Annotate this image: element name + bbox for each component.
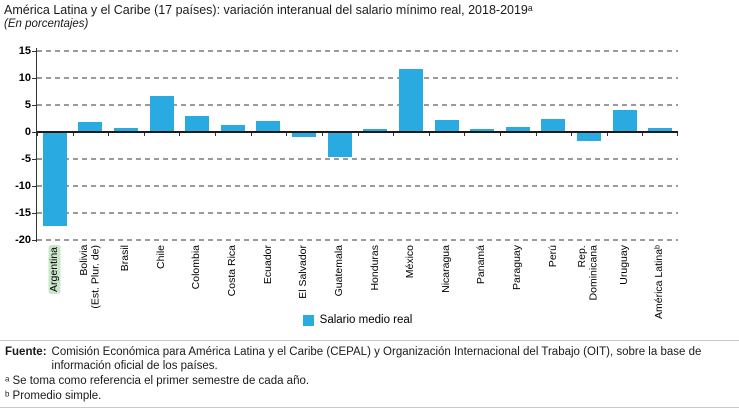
bar xyxy=(220,125,245,131)
bar xyxy=(327,133,352,158)
y-axis-tick xyxy=(32,131,37,133)
source-label: Fuente: xyxy=(5,346,47,358)
x-axis-label: América Latinaᵇ xyxy=(653,245,666,319)
x-axis-tick xyxy=(464,133,466,136)
y-axis-tick-label: 5 xyxy=(24,99,31,111)
x-axis-label: Honduras xyxy=(368,245,381,291)
x-axis-label: Perú xyxy=(546,245,559,268)
gridline xyxy=(37,77,678,79)
x-axis-label: El Salvador xyxy=(297,245,310,299)
gridline xyxy=(37,104,678,106)
bottom-border-line xyxy=(0,407,739,408)
x-axis-tick xyxy=(606,133,608,136)
y-axis-tick-label: 10 xyxy=(18,72,31,84)
figure-subtitle: (En porcentajes) xyxy=(4,18,89,30)
x-axis-label: Nicaragua xyxy=(439,245,452,293)
y-axis-tick xyxy=(32,77,37,79)
x-axis-tick xyxy=(321,133,323,136)
bar xyxy=(576,133,601,142)
bar xyxy=(78,122,103,131)
x-axis-tick xyxy=(393,133,395,136)
y-axis-tick xyxy=(32,239,37,241)
y-axis-tick-label: -10 xyxy=(15,180,31,192)
x-axis-tick xyxy=(357,133,359,136)
bar xyxy=(505,127,530,131)
x-axis-tick xyxy=(677,133,678,136)
bar xyxy=(292,133,317,137)
x-axis-label: México xyxy=(404,245,417,279)
legend: Salario medio real xyxy=(37,313,678,327)
bar xyxy=(114,128,139,131)
bar xyxy=(42,133,67,227)
x-axis-label: Guatemala xyxy=(332,245,345,297)
x-axis-line xyxy=(37,131,678,133)
y-axis-tick-label: -5 xyxy=(21,153,31,165)
bar xyxy=(363,129,388,131)
x-axis-label: Uruguay xyxy=(617,245,630,285)
x-axis-label: Chile xyxy=(154,245,167,269)
x-axis-tick xyxy=(250,133,252,136)
x-axis-tick xyxy=(571,133,573,136)
y-axis-tick-label: 15 xyxy=(18,45,31,57)
x-axis-tick xyxy=(428,133,430,136)
y-axis-tick-label: 0 xyxy=(24,126,31,138)
x-axis-label: Brasil xyxy=(119,245,132,272)
y-axis-tick-label: -20 xyxy=(15,234,31,246)
source-row: Fuente: Comisión Económica para América … xyxy=(5,346,735,373)
x-axis-tick xyxy=(108,133,110,136)
gridline xyxy=(37,239,678,241)
x-axis-label: Rep. Dominicana xyxy=(576,245,600,301)
x-axis-label: Costa Rica xyxy=(226,245,239,297)
gridline xyxy=(37,212,678,214)
x-axis-label: Ecuador xyxy=(261,245,274,285)
x-axis-tick xyxy=(286,133,288,136)
footer: Fuente: Comisión Económica para América … xyxy=(5,346,735,403)
x-axis-tick xyxy=(143,133,145,136)
x-axis-label: Argentina xyxy=(48,245,61,294)
figure-title: América Latina y el Caribe (17 países): … xyxy=(4,3,533,17)
y-axis-tick xyxy=(32,104,37,106)
bar xyxy=(434,119,459,131)
footnote-a: ᵃ Se toma como referencia el primer seme… xyxy=(5,374,310,387)
legend-color-swatch xyxy=(302,314,314,326)
y-axis-tick xyxy=(32,50,37,52)
bar xyxy=(648,127,673,131)
y-axis-tick-label: -15 xyxy=(15,207,31,219)
x-axis-label: Bolivia (Est. Plur. de) xyxy=(77,245,102,309)
x-axis-tick xyxy=(179,133,181,136)
divider-line xyxy=(0,340,739,341)
y-axis-tick xyxy=(32,185,37,187)
x-axis-label: Panamá xyxy=(475,245,488,285)
gridline xyxy=(37,50,678,52)
source-text: Comisión Económica para América Latina y… xyxy=(51,346,702,372)
y-axis-tick xyxy=(32,212,37,214)
footnote-b: ᵇ Promedio simple. xyxy=(5,389,102,402)
x-axis-tick xyxy=(37,133,38,136)
x-axis-label: Colombia xyxy=(190,245,203,290)
gridline xyxy=(37,158,678,160)
x-axis-tick xyxy=(72,133,74,136)
x-axis-tick xyxy=(499,133,501,136)
x-axis-label: Paraguay xyxy=(510,245,523,290)
bar xyxy=(398,68,423,131)
x-axis-tick xyxy=(215,133,217,136)
y-axis-labels: 15 10 5 0 -5 -10 -15 -20 xyxy=(0,45,31,246)
x-axis-tick xyxy=(535,133,537,136)
legend-label: Salario medio real xyxy=(319,314,413,326)
bar xyxy=(612,110,637,131)
x-axis-tick xyxy=(642,133,644,136)
bar xyxy=(470,128,495,131)
y-axis-tick xyxy=(32,158,37,160)
gridline xyxy=(37,185,678,187)
bar xyxy=(541,119,566,131)
bar xyxy=(185,116,210,131)
y-axis-line xyxy=(36,48,37,242)
bar xyxy=(149,96,174,131)
plot-area xyxy=(32,48,678,242)
bar xyxy=(256,120,281,131)
